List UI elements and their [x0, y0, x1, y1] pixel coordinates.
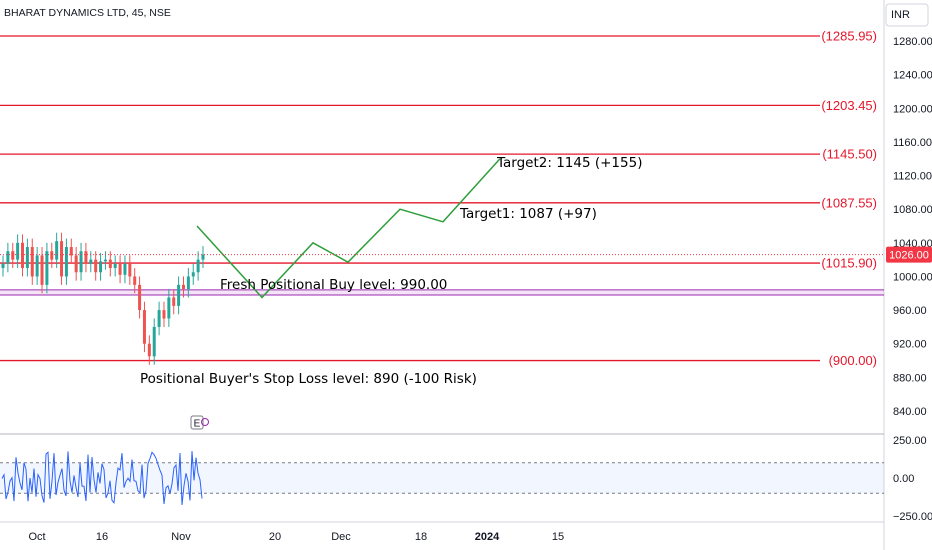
candle-body	[6, 251, 10, 264]
candle-body	[108, 259, 112, 269]
rsi-line	[1, 451, 203, 506]
candle-body	[191, 272, 195, 277]
time-axis[interactable]: Oct 16 Nov 20 Dec 18 2024 15	[28, 531, 564, 543]
target1-annotation[interactable]: Target1: 1087 (+97)	[459, 206, 597, 222]
candle-body	[152, 326, 156, 357]
candle-body	[69, 247, 73, 256]
candle-body	[162, 310, 166, 319]
events-marker[interactable]: E	[190, 415, 209, 430]
buy-band-group	[0, 289, 884, 296]
time-tick-label: 20	[269, 531, 281, 543]
time-tick-label: 16	[96, 531, 108, 543]
current-price-label: 1026.00	[889, 250, 929, 262]
price-tick-label: 1160.00	[893, 137, 932, 149]
level-label: (1015.90)	[821, 256, 877, 271]
time-tick-label: 18	[415, 531, 427, 543]
currency-label[interactable]: INR	[891, 9, 910, 21]
price-tick-label: 1000.00	[893, 271, 932, 283]
rsi-tick-label: 250.00	[893, 435, 927, 447]
candle-body	[25, 247, 29, 269]
candle-body	[64, 247, 68, 277]
candle-body	[1, 263, 5, 269]
price-candles	[1, 232, 205, 365]
candle-body	[16, 242, 20, 260]
price-tick-label: 880.00	[893, 372, 927, 384]
candle-body	[123, 263, 127, 275]
candle-body	[177, 284, 181, 306]
target2-annotation[interactable]: Target2: 1145 (+155)	[496, 155, 642, 171]
candle-body	[11, 251, 15, 260]
time-tick-label: Nov	[171, 531, 191, 543]
candle-body	[50, 251, 54, 260]
candle-body	[142, 310, 146, 344]
price-tick-label: 920.00	[893, 339, 927, 351]
price-tick-label: 1280.00	[893, 36, 932, 48]
price-tick-label: 1240.00	[893, 70, 932, 82]
candle-body	[84, 251, 88, 264]
level-label: (1203.45)	[821, 98, 877, 113]
rsi-tick-label: 0.00	[893, 473, 914, 485]
level-label: (1087.55)	[821, 195, 877, 210]
current-price-badge	[886, 246, 932, 263]
candle-body	[45, 251, 49, 285]
candle-body	[74, 255, 78, 273]
candle-body	[172, 297, 176, 306]
rsi-axis: 250.00 0.00 −250.00	[893, 435, 932, 523]
price-tick-label: 840.00	[893, 406, 927, 418]
candle-body	[181, 284, 185, 290]
price-tick-label: 1200.00	[893, 103, 932, 115]
candle-body	[196, 259, 200, 273]
candle-body	[55, 241, 59, 260]
level-lines[interactable]: (1285.95) (1203.45) (1145.50) (1087.55) (101…	[0, 28, 877, 368]
candle-body	[128, 263, 132, 277]
symbol-title[interactable]: BHARAT DYNAMICS LTD, 45, NSE	[4, 7, 171, 19]
level-label: (1285.95)	[821, 28, 877, 43]
candle-body	[40, 255, 44, 285]
price-tick-label: 1120.00	[893, 171, 932, 183]
level-label: (900.00)	[829, 353, 877, 368]
price-tick-label: 1080.00	[893, 204, 932, 216]
candle-body	[60, 241, 64, 277]
candle-body	[103, 259, 107, 262]
time-tick-label: 2024	[475, 531, 500, 543]
candle-body	[118, 263, 122, 275]
level-label: (1145.50)	[822, 147, 877, 162]
buy-band-fill	[0, 289, 884, 295]
candle-body	[157, 310, 161, 327]
candle-body	[147, 343, 151, 357]
stop-loss-annotation[interactable]: Positional Buyer's Stop Loss level: 890 …	[140, 371, 477, 387]
candle-body	[167, 297, 171, 319]
candle-body	[138, 284, 142, 311]
candle-body	[186, 276, 190, 290]
candle-body	[99, 261, 103, 273]
time-tick-label: Oct	[28, 531, 45, 543]
rsi-tick-label: −250.00	[893, 511, 932, 523]
candle-body	[30, 247, 34, 277]
events-marker-label: E	[194, 419, 201, 430]
candle-body	[21, 242, 25, 269]
candle-body	[94, 259, 98, 273]
candle-body	[35, 255, 39, 277]
candle-body	[113, 263, 117, 269]
time-tick-label: 15	[552, 531, 564, 543]
candle-body	[89, 259, 93, 264]
buy-level-annotation[interactable]: Fresh Positional Buy level: 990.00	[220, 277, 447, 293]
time-tick-label: Dec	[331, 531, 351, 543]
currency-box[interactable]	[885, 3, 929, 27]
price-tick-label: 960.00	[893, 305, 927, 317]
candle-body	[79, 251, 83, 273]
projection-path[interactable]	[196, 158, 501, 299]
candle-body	[201, 254, 205, 260]
price-axis[interactable]: 1280.00 1240.00 1200.00 1160.00 1120.00 1080.…	[893, 36, 932, 418]
candle-body	[133, 276, 137, 285]
